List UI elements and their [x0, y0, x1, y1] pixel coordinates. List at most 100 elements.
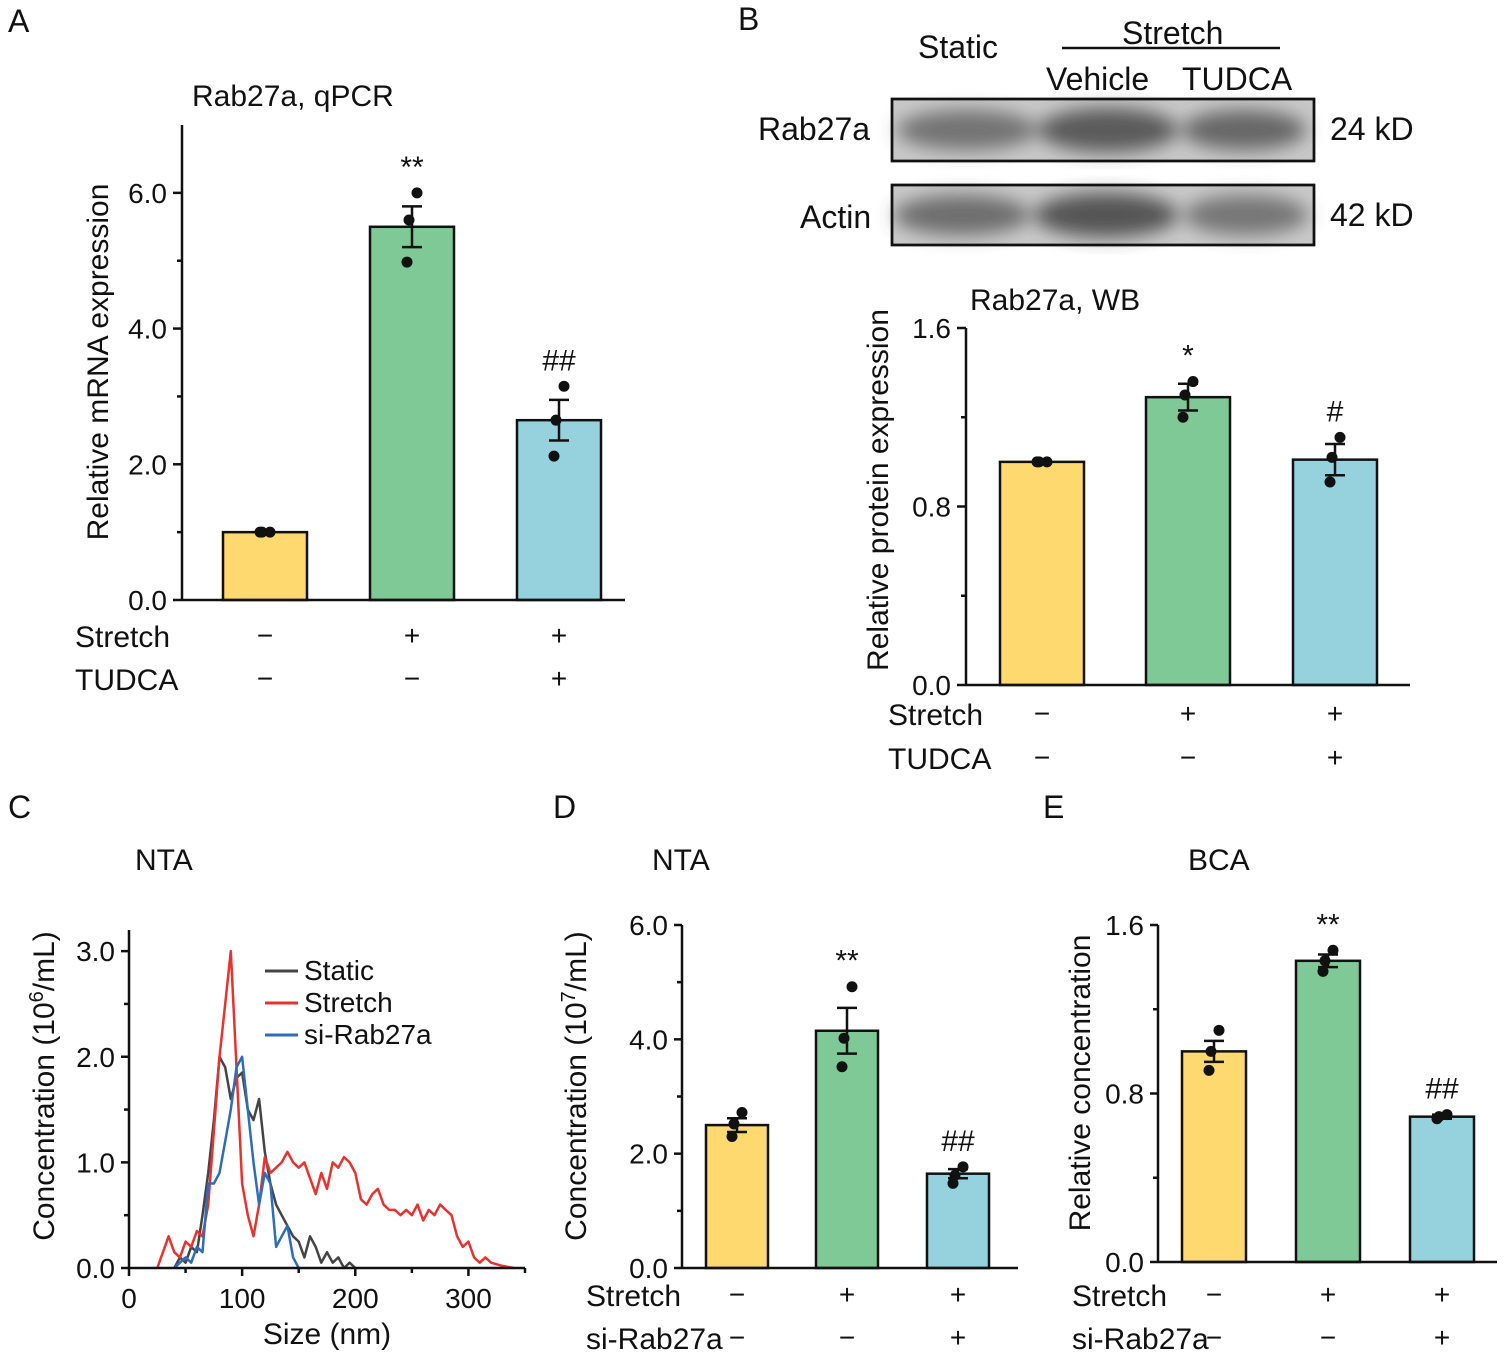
- legend-label: si-Rab27a: [304, 1019, 432, 1050]
- x-tick-label: 100: [219, 1283, 266, 1314]
- western-blot: Static Stretch Vehicle TUDCA Rab27a 24 k…: [758, 15, 1414, 247]
- blot-header-stretch: Stretch: [1122, 15, 1223, 51]
- data-point: [264, 526, 276, 538]
- blot-row-label-actin: Actin: [800, 199, 871, 235]
- panel-label-e: E: [1043, 789, 1064, 825]
- condition-sign: +: [1327, 742, 1343, 773]
- condition-sign: −: [1320, 1322, 1336, 1353]
- condition-label: Stretch: [586, 1280, 681, 1313]
- condition-sign: −: [729, 1322, 745, 1353]
- y-axis-label: Relative protein expression: [862, 309, 895, 671]
- data-point: [548, 450, 560, 462]
- condition-label: Stretch: [75, 621, 170, 654]
- data-point: [947, 1177, 959, 1189]
- legend-label: Stretch: [304, 987, 393, 1018]
- blot-band: [1034, 193, 1178, 237]
- blot-header-static: Static: [918, 29, 998, 65]
- chart-title: NTA: [652, 844, 710, 877]
- bar: [515, 418, 603, 602]
- condition-sign: −: [257, 620, 273, 651]
- chart-b-wb: Rab27a, WB Relative protein expression * #0…: [862, 284, 1410, 776]
- chart-title: Rab27a, qPCR: [192, 80, 394, 113]
- condition-sign: +: [551, 620, 567, 651]
- data-point: [1213, 1024, 1225, 1036]
- significance-label: ##: [1425, 1073, 1459, 1106]
- condition-sign: +: [839, 1279, 855, 1310]
- x-axis-label: Size (nm): [263, 1318, 391, 1351]
- y-tick-label: 0.0: [1105, 1247, 1144, 1278]
- data-point: [254, 526, 266, 538]
- data-point: [1327, 944, 1339, 956]
- y-tick-label: 0.8: [1105, 1079, 1144, 1110]
- data-point: [1177, 411, 1189, 423]
- condition-sign: +: [1327, 698, 1343, 729]
- blot-border-rab27a: [890, 97, 1316, 163]
- panel-label-d: D: [553, 789, 576, 825]
- y-tick-label: 2.0: [629, 1139, 668, 1170]
- data-point: [836, 1061, 848, 1073]
- data-point: [411, 187, 423, 199]
- error-bar: [837, 1006, 857, 1055]
- condition-sign: +: [1434, 1322, 1450, 1353]
- condition-label: TUDCA: [75, 664, 178, 697]
- panel-label-b: B: [738, 1, 759, 37]
- condition-sign: +: [404, 620, 420, 651]
- condition-sign: −: [1206, 1279, 1222, 1310]
- data-point: [401, 256, 413, 268]
- blot-bands-actin: [894, 193, 1308, 237]
- bar: [368, 225, 456, 602]
- y-axis-label: Relative concentration: [1064, 935, 1097, 1232]
- data-point: [846, 981, 858, 993]
- y-axis-label: Relative mRNA expression: [82, 184, 115, 541]
- data-point: [1205, 1045, 1217, 1057]
- blot-band: [897, 110, 1037, 150]
- y-tick-label: 3.0: [76, 936, 115, 967]
- data-point: [1326, 451, 1338, 463]
- data-point: [736, 1107, 748, 1119]
- chart-e-bca: BCA Relative concentration ** ## 0.0 0.8 1.6 St…: [1064, 844, 1497, 1356]
- significance-label: ##: [941, 1125, 975, 1158]
- panel-label-c: C: [8, 789, 31, 825]
- condition-sign: −: [404, 663, 420, 694]
- condition-sign: +: [551, 663, 567, 694]
- series-line-static: [173, 1055, 357, 1270]
- y-tick-label: 0.0: [912, 670, 951, 701]
- condition-sign: −: [1180, 742, 1196, 773]
- blot-row-kd-actin: 42 kD: [1330, 197, 1414, 233]
- series-line-stretch: [156, 949, 514, 1270]
- data-point: [1317, 965, 1329, 977]
- bar: [998, 460, 1086, 687]
- legend-label: Static: [304, 955, 374, 986]
- chart-a-qpcr: Rab27a, qPCR Relative mRNA expression ** ##…: [75, 80, 625, 697]
- bar: [1180, 1050, 1248, 1264]
- blot-border-actin: [890, 183, 1316, 247]
- blot-band: [1184, 195, 1308, 235]
- y-tick-label: 1.6: [912, 313, 951, 344]
- bar: [1294, 959, 1362, 1264]
- condition-sign: −: [1034, 698, 1050, 729]
- y-tick-label: 0.0: [128, 585, 167, 616]
- data-point: [1187, 376, 1199, 388]
- blot-band: [894, 195, 1030, 235]
- y-tick-label: 4.0: [128, 314, 167, 345]
- blot-band: [1038, 108, 1178, 152]
- data-point: [1324, 476, 1336, 488]
- data-point: [550, 414, 562, 426]
- significance-label: **: [400, 151, 424, 184]
- y-tick-label: 1.0: [76, 1147, 115, 1178]
- data-point: [1431, 1113, 1443, 1125]
- condition-label: TUDCA: [888, 743, 991, 776]
- condition-sign: −: [839, 1322, 855, 1353]
- y-axis-label: Concentration (106/mL): [26, 931, 61, 1241]
- bar: [814, 1029, 880, 1270]
- y-tick-label: 0.0: [629, 1253, 668, 1284]
- bar: [1408, 1115, 1476, 1264]
- bar: [221, 530, 309, 602]
- condition-sign: −: [729, 1279, 745, 1310]
- y-axis-label: Concentration (107/mL): [558, 931, 593, 1241]
- significance-label: **: [1316, 908, 1340, 941]
- condition-label: Stretch: [888, 699, 983, 732]
- condition-sign: −: [1034, 742, 1050, 773]
- data-point: [1041, 456, 1053, 468]
